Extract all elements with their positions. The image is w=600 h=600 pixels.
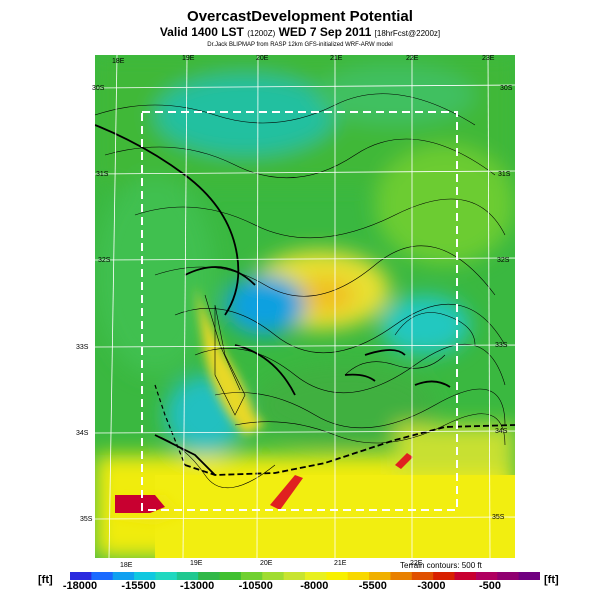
lat-label: 32S: [497, 257, 510, 264]
lat-label: 31S: [96, 171, 109, 178]
colorbar-swatch: [70, 572, 92, 580]
lon-label: 19E: [182, 55, 195, 62]
valid-date: WED 7 Sep 2011: [278, 25, 372, 39]
lon-label: 18E: [120, 562, 133, 569]
lat-label: 35S: [80, 516, 93, 523]
red-coastal-band: [115, 495, 165, 513]
red-coastal-band-2: [270, 475, 303, 510]
colorbar-tick-label: -10500: [238, 580, 273, 592]
colorbar-tick-label: -18000: [62, 580, 98, 592]
colorbar-swatch: [176, 572, 199, 580]
lat-label: 34S: [76, 430, 89, 437]
colorbar-unit-right: [ft]: [544, 574, 559, 586]
source-credit: Dr.Jack BLIPMAP from RASP 12km GFS-initi…: [207, 42, 393, 48]
colorbar-swatch: [219, 572, 242, 580]
lon-label: 20E: [256, 55, 269, 62]
chart-title: OvercastDevelopment Potential: [187, 8, 413, 25]
terrain-contours: [95, 93, 506, 489]
colorbar-swatch: [112, 572, 135, 580]
colorbar-swatch: [91, 572, 114, 580]
colorbar-swatch: [433, 572, 456, 580]
colorbar-swatch: [240, 572, 263, 580]
colorbar-tick-label: -3000: [417, 580, 446, 592]
lat-label: 35S: [492, 514, 505, 521]
coastline: [184, 424, 515, 476]
colorbar-tick-label: -8000: [300, 580, 329, 592]
lat-label: 33S: [76, 344, 89, 351]
lon-label: 22E: [410, 560, 423, 567]
colorbar-swatch: [262, 572, 285, 580]
colorbar-swatch: [518, 572, 540, 580]
colorbar-tick-label: -500: [478, 580, 502, 592]
colorbar-tick-label: -13000: [180, 580, 215, 592]
lat-label: 30S: [500, 85, 513, 92]
colorbar-swatch: [134, 572, 156, 580]
colorbar-swatch: [369, 572, 391, 580]
colorbar-swatch: [283, 572, 306, 580]
colorbar-swatch: [497, 572, 520, 580]
terrain-note: Terrain contours: 500 ft: [400, 561, 482, 570]
bold-contours: [95, 124, 451, 476]
colorbar: [70, 572, 540, 580]
forecast-map: [95, 55, 515, 558]
graticule: [95, 55, 515, 558]
colorbar-swatch: [305, 572, 327, 580]
lon-label: 22E: [406, 55, 419, 62]
lat-label: 31S: [498, 171, 511, 178]
inner-domain-box: [141, 111, 458, 511]
colorbar-swatch: [390, 572, 413, 580]
colorbar-tick-label: -5500: [358, 580, 387, 592]
coastline-west: [154, 384, 186, 466]
lon-label: 20E: [260, 560, 273, 567]
colorbar-swatch: [198, 572, 221, 580]
colorbar-swatch: [411, 572, 434, 580]
lon-label: 18E: [112, 58, 125, 65]
red-coastal-band-3: [395, 453, 413, 469]
colorbar-swatch: [155, 572, 178, 580]
lon-label: 21E: [330, 55, 343, 62]
colorbar-unit-left: [ft]: [38, 574, 53, 586]
colorbar-swatch: [454, 572, 477, 580]
valid-time: Valid 1400 LST (1200Z) WED 7 Sep 2011 [1…: [0, 25, 600, 39]
colorbar-swatch: [347, 572, 370, 580]
lat-label: 33S: [495, 342, 508, 349]
colorbar-swatch: [326, 572, 349, 580]
lon-label: 19E: [190, 560, 203, 567]
lon-label: 23E: [482, 55, 495, 62]
valid-label: Valid 1400 LST: [159, 25, 244, 39]
colorbar-swatch: [475, 572, 498, 580]
lat-label: 34S: [495, 428, 508, 435]
lat-label: 32S: [98, 257, 111, 264]
utc-code: (1200Z): [247, 29, 276, 38]
forecast-info: [18hrFcst@2200z]: [374, 29, 441, 38]
colorbar-tick-label: -15500: [121, 580, 156, 592]
lat-label: 30S: [92, 85, 105, 92]
lon-label: 21E: [334, 560, 347, 567]
